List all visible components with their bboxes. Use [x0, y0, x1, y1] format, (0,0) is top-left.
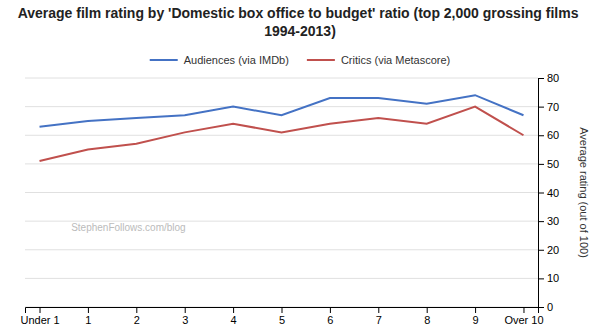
- y-tick-label: 10: [547, 272, 559, 284]
- y-tick: 10: [538, 272, 559, 284]
- grid-line: [25, 163, 538, 164]
- y-tick-label: 20: [547, 244, 559, 256]
- chart-svg: Average film rating by 'Domestic box off…: [0, 0, 600, 331]
- title-line: 1994-2013): [264, 23, 336, 39]
- x-tick: 8: [424, 307, 430, 326]
- x-tick-label: Under 1: [20, 314, 59, 326]
- legend-item: Critics (via Metascore): [307, 54, 450, 66]
- y-tick-mark: [538, 107, 544, 108]
- x-tick-mark: [427, 307, 428, 313]
- x-tick-label: 9: [473, 314, 479, 326]
- y-tick-mark: [538, 135, 544, 136]
- legend-swatch: [150, 59, 178, 61]
- x-tick-label: 8: [424, 314, 430, 326]
- y-tick-label: 70: [547, 101, 559, 113]
- x-tick-label: 7: [376, 314, 382, 326]
- x-tick-mark: [330, 307, 331, 313]
- y-axis: 0 10 20 30 40 50 60 70 80: [538, 72, 559, 313]
- x-tick-label: 4: [231, 314, 237, 326]
- y-axis-title: Average rating (out of 100): [578, 127, 590, 258]
- y-tick: 40: [538, 187, 559, 199]
- grid-line: [25, 249, 538, 250]
- x-tick-mark: [136, 307, 137, 313]
- x-tick-mark: [378, 307, 379, 313]
- y-tick: 60: [538, 129, 559, 141]
- y-tick-label: 60: [547, 129, 559, 141]
- x-tick: 6: [327, 307, 333, 326]
- y-tick: 50: [538, 158, 559, 170]
- y-tick: 20: [538, 244, 559, 256]
- grid-line: [25, 78, 538, 79]
- x-tick-label: 6: [327, 314, 333, 326]
- x-tick-mark: [523, 307, 524, 313]
- x-axis: Under 1 1 2 3 4 5 6 7 8 9 Over 10: [20, 307, 543, 326]
- legend-label: Audiences (via IMDb): [184, 54, 289, 66]
- x-tick: 4: [231, 307, 237, 326]
- legend-label: Critics (via Metascore): [341, 54, 450, 66]
- x-tick-mark: [282, 307, 283, 313]
- title-line: Average film rating by 'Domestic box off…: [18, 5, 583, 21]
- x-tick-label: 1: [85, 314, 91, 326]
- y-tick: 70: [538, 101, 559, 113]
- y-tick-mark: [538, 307, 544, 308]
- grid-line: [25, 106, 538, 107]
- x-tick: 5: [279, 307, 285, 326]
- y-tick-label: 30: [547, 215, 559, 227]
- x-tick: 3: [182, 307, 188, 326]
- x-tick-label: 3: [182, 314, 188, 326]
- legend: Audiences (via IMDb) Critics (via Metasco…: [150, 54, 451, 66]
- y-tick-mark: [538, 78, 544, 79]
- legend-item: Audiences (via IMDb): [150, 54, 289, 66]
- series-line: [40, 95, 524, 126]
- x-tick-label: 2: [134, 314, 140, 326]
- y-tick-mark: [538, 164, 544, 165]
- legend-swatch: [307, 59, 335, 61]
- y-tick-mark: [538, 193, 544, 194]
- x-tick-mark: [475, 307, 476, 313]
- y-tick-mark: [538, 278, 544, 279]
- y-tick-label: 0: [547, 301, 553, 313]
- y-tick-label: 80: [547, 72, 559, 84]
- y-axis-line: [539, 79, 545, 308]
- grid-line: [25, 135, 538, 136]
- x-tick: 1: [85, 307, 91, 326]
- grid-line: [25, 278, 538, 279]
- y-tick-mark: [538, 250, 544, 251]
- annotation: StephenFollows.com/blog: [71, 222, 186, 233]
- y-tick: 0: [538, 301, 553, 313]
- y-tick-label: 50: [547, 158, 559, 170]
- x-tick-mark: [40, 307, 41, 313]
- y-tick: 30: [538, 215, 559, 227]
- x-tick: 2: [134, 307, 140, 326]
- series-line: [40, 107, 524, 161]
- y-tick: 80: [538, 72, 559, 84]
- x-tick: 9: [473, 307, 479, 326]
- x-tick: Under 1: [20, 307, 59, 326]
- chart-title: Average film rating by 'Domestic box off…: [18, 5, 583, 39]
- plot-area: Under 1 1 2 3 4 5 6 7 8 9 Over 10 0 10 20 30 40 50 60 70 80: [20, 72, 559, 326]
- y-tick-mark: [538, 221, 544, 222]
- x-tick-label: 5: [279, 314, 285, 326]
- x-axis-line: [26, 308, 539, 314]
- x-tick-mark: [185, 307, 186, 313]
- grid: [25, 78, 538, 307]
- x-tick-label: Over 10: [504, 314, 543, 326]
- x-tick: Over 10: [504, 307, 543, 326]
- x-tick-mark: [233, 307, 234, 313]
- x-tick-mark: [88, 307, 89, 313]
- y-tick-label: 40: [547, 187, 559, 199]
- grid-line: [25, 192, 538, 193]
- x-tick: 7: [376, 307, 382, 326]
- lines: [40, 95, 524, 161]
